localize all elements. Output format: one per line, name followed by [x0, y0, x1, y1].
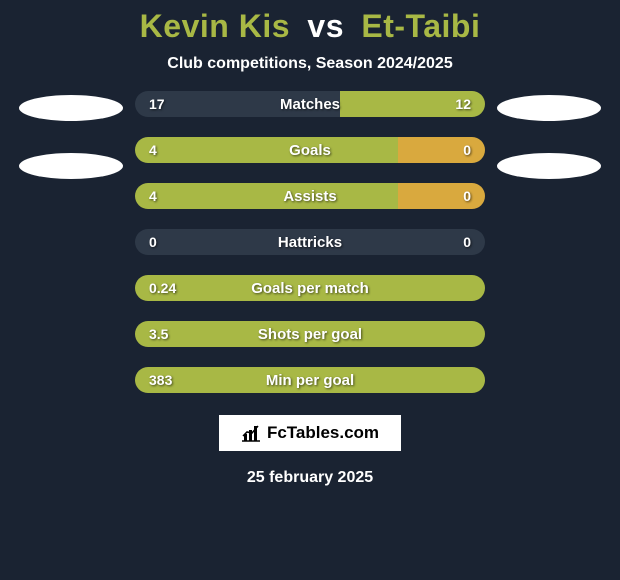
right-avatar-col — [493, 91, 605, 179]
avatar-placeholder — [497, 95, 601, 121]
bar-label: Assists — [135, 188, 485, 205]
bar-value-right: 0 — [463, 234, 471, 250]
stat-bar: 0Hattricks0 — [135, 229, 485, 255]
bar-label: Goals per match — [135, 280, 485, 297]
stat-bars: 17Matches124Goals04Assists00Hattricks00.… — [135, 91, 485, 393]
date-line: 25 february 2025 — [247, 469, 373, 487]
stat-bar: 3.5Shots per goal — [135, 321, 485, 347]
title-vs: vs — [307, 8, 344, 44]
title-player1: Kevin Kis — [140, 8, 290, 44]
bar-label: Shots per goal — [135, 326, 485, 343]
comparison-infographic: Kevin Kis vs Et-Taibi Club competitions,… — [0, 0, 620, 580]
bar-chart-icon — [241, 424, 261, 442]
title-player2: Et-Taibi — [361, 8, 480, 44]
bar-value-right: 0 — [463, 188, 471, 204]
avatar-placeholder — [497, 153, 601, 179]
bar-label: Hattricks — [135, 234, 485, 251]
avatar-placeholder — [19, 95, 123, 121]
stat-bar: 17Matches12 — [135, 91, 485, 117]
brand-badge: FcTables.com — [219, 415, 401, 451]
bar-label: Goals — [135, 142, 485, 159]
stat-bar: 4Assists0 — [135, 183, 485, 209]
stats-area: 17Matches124Goals04Assists00Hattricks00.… — [0, 91, 620, 393]
bar-value-right: 0 — [463, 142, 471, 158]
stat-bar: 0.24Goals per match — [135, 275, 485, 301]
bar-value-right: 12 — [455, 96, 471, 112]
left-avatar-col — [15, 91, 127, 179]
stat-bar: 4Goals0 — [135, 137, 485, 163]
avatar-placeholder — [19, 153, 123, 179]
brand-text: FcTables.com — [267, 423, 379, 443]
subtitle: Club competitions, Season 2024/2025 — [167, 55, 452, 73]
stat-bar: 383Min per goal — [135, 367, 485, 393]
page-title: Kevin Kis vs Et-Taibi — [140, 8, 481, 45]
bar-label: Matches — [135, 96, 485, 113]
bar-label: Min per goal — [135, 372, 485, 389]
